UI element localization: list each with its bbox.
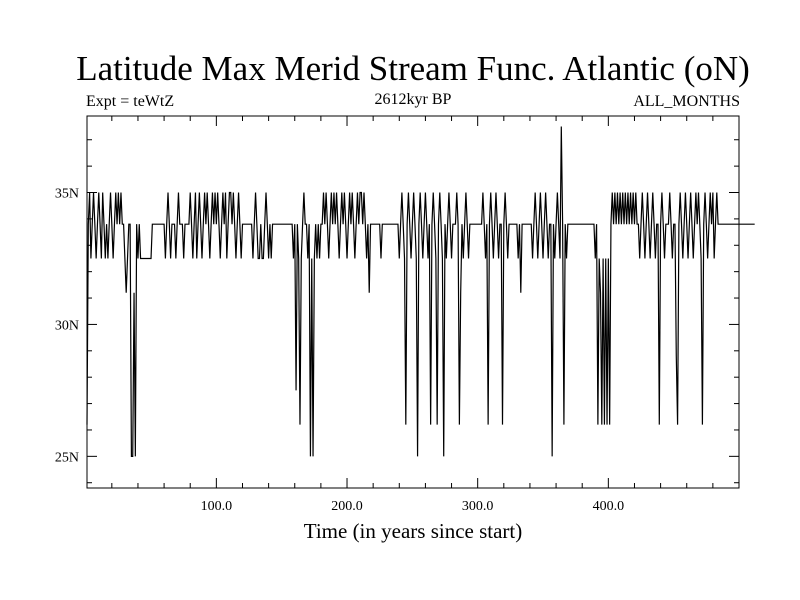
x-axis-label: Time (in years since start)	[304, 519, 523, 543]
y-tick-label: 35N	[55, 187, 79, 202]
x-tick-label: 200.0	[331, 499, 363, 514]
chart-title: Latitude Max Merid Stream Func. Atlantic…	[76, 49, 750, 88]
series-line-0	[86, 126, 755, 457]
plot-frame	[86, 115, 740, 489]
x-tick-label: 100.0	[201, 499, 233, 514]
y-tick-label: 30N	[55, 318, 79, 333]
axis-ticks: 100.0 200.0 300.0 400.0 25N 30N 35N	[55, 116, 739, 514]
y-tick-label: 25N	[55, 450, 79, 465]
period-label: 2612kyr BP	[375, 91, 452, 108]
months-label: ALL_MONTHS	[633, 93, 740, 110]
x-tick-label: 300.0	[462, 499, 494, 514]
data-series	[86, 126, 755, 457]
x-tick-label: 400.0	[593, 499, 625, 514]
experiment-label: Expt = teWtZ	[86, 93, 174, 110]
